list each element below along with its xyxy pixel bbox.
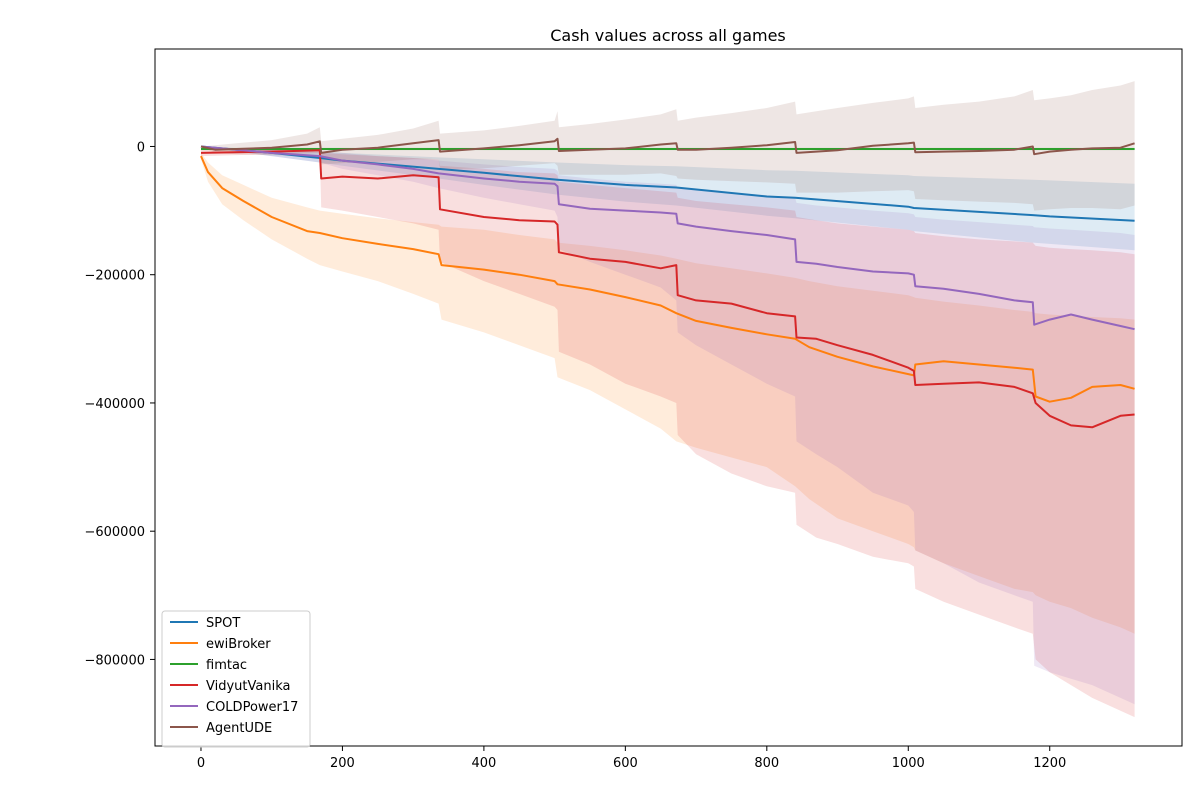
legend-label-vidyutvanika: VidyutVanika xyxy=(206,679,290,694)
y-axis: 0 −200000 −400000 −600000 −800000 xyxy=(84,140,155,668)
x-tick-label: 0 xyxy=(197,756,205,771)
line-vidyutvanika xyxy=(200,149,1135,429)
legend-label-coldpower17: COLDPower17 xyxy=(206,700,298,715)
x-tick-label: 600 xyxy=(613,756,638,771)
line-ewibroker xyxy=(200,155,1135,403)
x-tick-label: 400 xyxy=(471,756,496,771)
legend-label-agentude: AgentUDE xyxy=(206,721,272,736)
y-tick-label: −600000 xyxy=(84,525,145,540)
line-coldpower17 xyxy=(200,145,1135,331)
x-tick-label: 1200 xyxy=(1033,756,1066,771)
plot-frame xyxy=(154,48,1183,747)
y-tick-label: −800000 xyxy=(84,653,145,668)
chart-title: Cash values across all games xyxy=(550,26,786,45)
band-vidyutvanika xyxy=(201,149,1135,718)
band-agentude xyxy=(201,81,1135,211)
y-tick-label: 0 xyxy=(137,140,145,155)
x-tick-label: 200 xyxy=(330,756,355,771)
legend-label-spot: SPOT xyxy=(206,616,240,631)
x-tick-label: 800 xyxy=(754,756,779,771)
legend-label-ewibroker: ewiBroker xyxy=(206,637,271,652)
x-axis: 0 200 400 600 800 1000 1200 xyxy=(197,746,1066,771)
legend-label-fimtac: fimtac xyxy=(206,658,247,673)
x-tick-label: 1000 xyxy=(892,756,925,771)
legend-box xyxy=(161,610,311,748)
band-ewibroker xyxy=(201,152,1135,634)
legend: SPOT ewiBroker fimtac VidyutVanika COLDPower… xyxy=(161,610,311,748)
series-lines xyxy=(200,137,1135,429)
line-agentude xyxy=(200,137,1135,156)
y-tick-label: −200000 xyxy=(84,269,145,284)
band-coldpower17 xyxy=(201,146,1135,705)
y-tick-label: −400000 xyxy=(84,397,145,412)
